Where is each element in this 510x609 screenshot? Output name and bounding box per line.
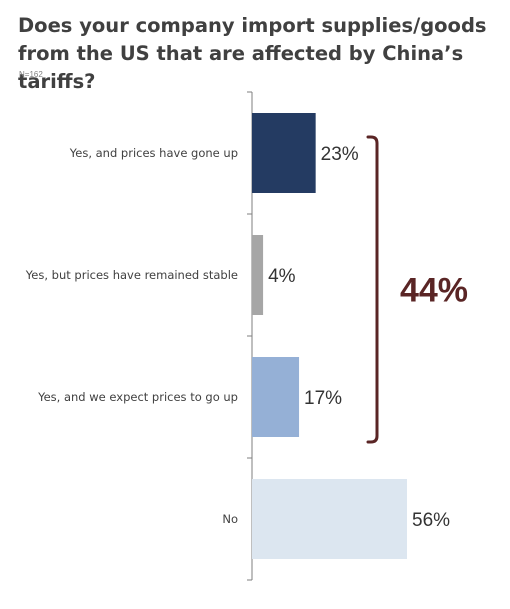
category-label: Yes, and we expect prices to go up xyxy=(37,390,238,404)
bar xyxy=(252,479,407,559)
value-label: 4% xyxy=(268,266,296,287)
bar xyxy=(252,235,264,315)
value-label: 56% xyxy=(412,510,450,531)
value-label: 23% xyxy=(321,144,359,165)
sample-size-note: N=162 xyxy=(19,70,43,79)
bracket-line xyxy=(366,135,379,444)
bar xyxy=(252,113,316,193)
value-label: 17% xyxy=(304,388,342,409)
category-label: Yes, and prices have gone up xyxy=(69,146,238,160)
bar xyxy=(252,357,300,437)
bracket-total-label: 44% xyxy=(400,272,468,310)
category-label: Yes, but prices have remained stable xyxy=(25,268,238,282)
category-label: No xyxy=(222,512,238,526)
chart-title: Does your company import supplies/goods … xyxy=(18,14,487,93)
